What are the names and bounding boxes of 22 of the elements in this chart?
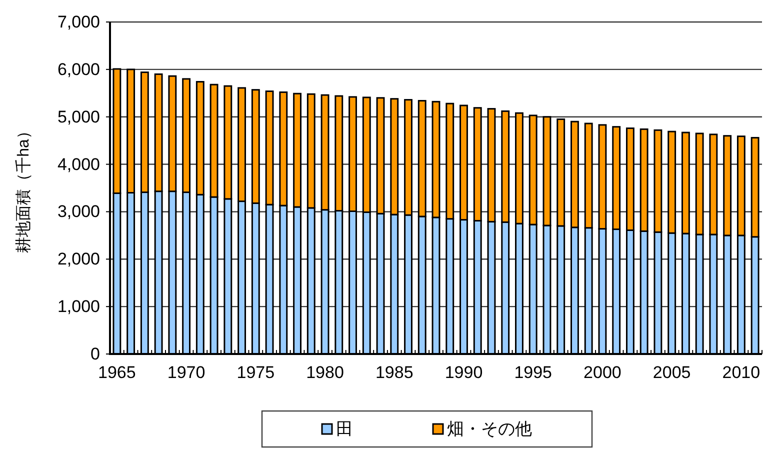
ylabel: 耕地面積（千ha） xyxy=(16,123,32,253)
x-tick-label: 1995 xyxy=(514,363,552,382)
legend-label: 田 xyxy=(336,420,353,438)
y-tick-label: 7,000 xyxy=(57,12,100,32)
legend: 田 畑・その他 xyxy=(261,410,593,448)
x-tick-label: 1985 xyxy=(375,363,414,382)
x-tick-label: 1970 xyxy=(167,363,206,382)
x-tick-label: 1990 xyxy=(444,363,483,382)
y-tick-label: 2,000 xyxy=(57,250,100,269)
y-tick-label: 4,000 xyxy=(57,154,100,174)
x-tick-label: 1980 xyxy=(306,363,344,382)
x-tick-label: 1975 xyxy=(236,363,275,382)
x-tick-label: 1965 xyxy=(98,363,136,382)
y-tick-label: 6,000 xyxy=(57,60,100,79)
y-tick-label: 0 xyxy=(90,344,100,364)
y-tick-label: 5,000 xyxy=(57,107,100,126)
x-tick-label: 2010 xyxy=(722,363,760,382)
y-tick-label: 1,000 xyxy=(57,297,100,316)
x-tick-label: 2000 xyxy=(584,363,622,382)
y-tick-label: 3,000 xyxy=(57,202,100,222)
x-tick-label: 2005 xyxy=(652,363,691,382)
legend-label: 畑・その他 xyxy=(447,420,532,438)
